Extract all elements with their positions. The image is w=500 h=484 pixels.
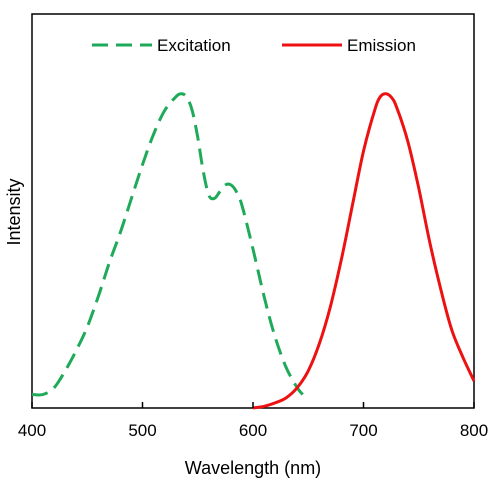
excitation-series-line [31,92,304,397]
plot-frame [31,13,475,409]
emission-series-line [252,92,476,410]
y-axis-title: Intensity [4,178,24,245]
legend-label-excitation: Excitation [157,36,231,55]
x-tick-label: 500 [128,421,156,440]
x-tick-label: 400 [18,421,46,440]
legend-label-emission: Emission [347,36,416,55]
x-tick-label: 700 [349,421,377,440]
x-tick-label: 600 [239,421,267,440]
x-axis-title: Wavelength (nm) [185,458,321,478]
x-axis-ticks: 400 500 600 700 800 [18,402,488,440]
legend: Excitation Emission [92,36,416,55]
x-tick-label: 800 [460,421,488,440]
